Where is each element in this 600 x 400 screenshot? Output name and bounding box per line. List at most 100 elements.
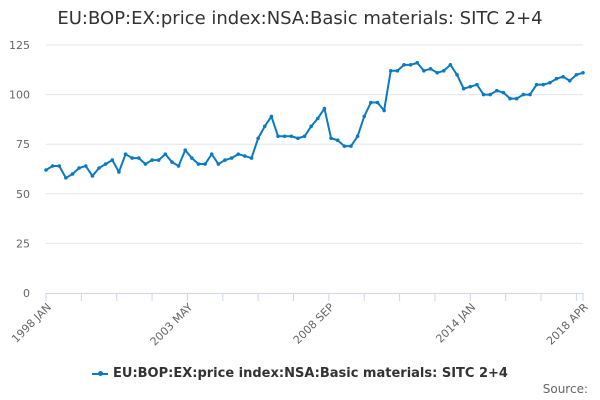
data-point <box>395 68 400 73</box>
x-tick-label: 1998 JAN <box>9 301 54 346</box>
data-point <box>335 138 340 143</box>
data-point <box>428 67 433 71</box>
data-point <box>481 92 486 97</box>
data-point <box>309 124 313 129</box>
data-point <box>70 172 75 176</box>
data-point <box>508 96 512 101</box>
data-point <box>77 166 81 170</box>
data-point <box>156 158 161 162</box>
data-point <box>528 92 532 97</box>
data-point <box>422 68 426 73</box>
x-tick-label: 2018 APR <box>544 301 591 348</box>
data-point <box>196 162 201 166</box>
data-point <box>574 72 579 77</box>
data-point <box>567 78 572 83</box>
data-point <box>561 74 565 79</box>
data-point <box>548 80 552 85</box>
data-point <box>262 124 267 129</box>
data-point <box>190 156 194 160</box>
source-credit: Source: <box>542 382 588 396</box>
data-point <box>236 152 241 156</box>
data-point <box>554 76 559 81</box>
data-point <box>97 166 101 170</box>
data-point <box>203 162 207 166</box>
data-point <box>402 63 406 67</box>
data-point <box>296 136 300 141</box>
data-point <box>150 158 154 162</box>
y-tick-label: 100 <box>9 89 30 102</box>
data-point <box>249 156 254 160</box>
data-point <box>130 156 134 160</box>
data-point <box>415 61 420 65</box>
data-point <box>302 134 307 139</box>
data-point <box>110 158 115 162</box>
data-point <box>90 174 95 178</box>
x-tick-label: 2003 MAY <box>148 301 196 349</box>
data-point <box>468 84 473 89</box>
data-point <box>329 136 333 141</box>
data-point <box>408 63 413 67</box>
data-point <box>223 158 227 162</box>
data-point <box>435 70 439 75</box>
data-point <box>461 86 466 91</box>
data-point <box>209 152 214 156</box>
data-point <box>50 164 55 168</box>
data-point <box>581 70 585 75</box>
data-point <box>289 134 294 139</box>
data-point <box>534 82 539 87</box>
data-point <box>256 136 260 141</box>
data-point <box>316 116 320 121</box>
data-point <box>382 108 386 113</box>
data-point <box>514 96 519 101</box>
data-point <box>521 92 526 97</box>
data-point <box>117 170 121 174</box>
data-point <box>342 144 347 148</box>
data-point <box>83 164 88 168</box>
data-point <box>495 88 499 93</box>
y-tick-label: 50 <box>16 188 30 201</box>
y-tick-label: 0 <box>23 287 30 300</box>
data-point <box>269 114 274 119</box>
series-line <box>45 61 584 179</box>
y-tick-label: 125 <box>9 39 30 52</box>
x-tick-label: 2008 SEP <box>291 301 337 347</box>
data-point <box>276 134 280 139</box>
data-point <box>123 152 128 156</box>
data-point <box>541 82 546 87</box>
data-point <box>103 162 108 166</box>
data-point <box>448 63 453 67</box>
data-point <box>282 134 287 139</box>
data-point <box>44 168 48 172</box>
data-point <box>501 90 506 95</box>
data-point <box>388 68 393 73</box>
legend-label: EU:BOP:EX:price index:NSA:Basic material… <box>113 366 508 381</box>
data-point <box>183 148 188 152</box>
data-point <box>369 100 373 105</box>
data-point <box>475 82 479 87</box>
x-tick-label: 2014 JAN <box>433 301 478 346</box>
data-point <box>163 152 168 156</box>
data-point <box>455 72 459 77</box>
data-point <box>170 160 174 164</box>
y-tick-label: 25 <box>16 237 30 250</box>
data-point <box>176 164 181 168</box>
data-point <box>143 162 148 166</box>
data-point <box>488 92 492 97</box>
data-point <box>355 134 360 139</box>
data-point <box>441 68 446 73</box>
legend-line-marker-icon <box>92 370 109 376</box>
data-point <box>362 114 367 119</box>
data-point <box>349 144 353 148</box>
legend-item[interactable]: EU:BOP:EX:price index:NSA:Basic material… <box>0 366 600 381</box>
data-point <box>229 156 234 160</box>
data-point <box>322 106 327 111</box>
data-point <box>57 164 62 168</box>
data-point <box>137 156 141 160</box>
data-point <box>243 154 247 158</box>
chart-title: EU:BOP:EX:price index:NSA:Basic material… <box>57 8 543 29</box>
data-point <box>375 100 380 105</box>
data-point <box>64 176 68 180</box>
y-tick-label: 75 <box>16 138 30 151</box>
data-point <box>216 162 221 166</box>
